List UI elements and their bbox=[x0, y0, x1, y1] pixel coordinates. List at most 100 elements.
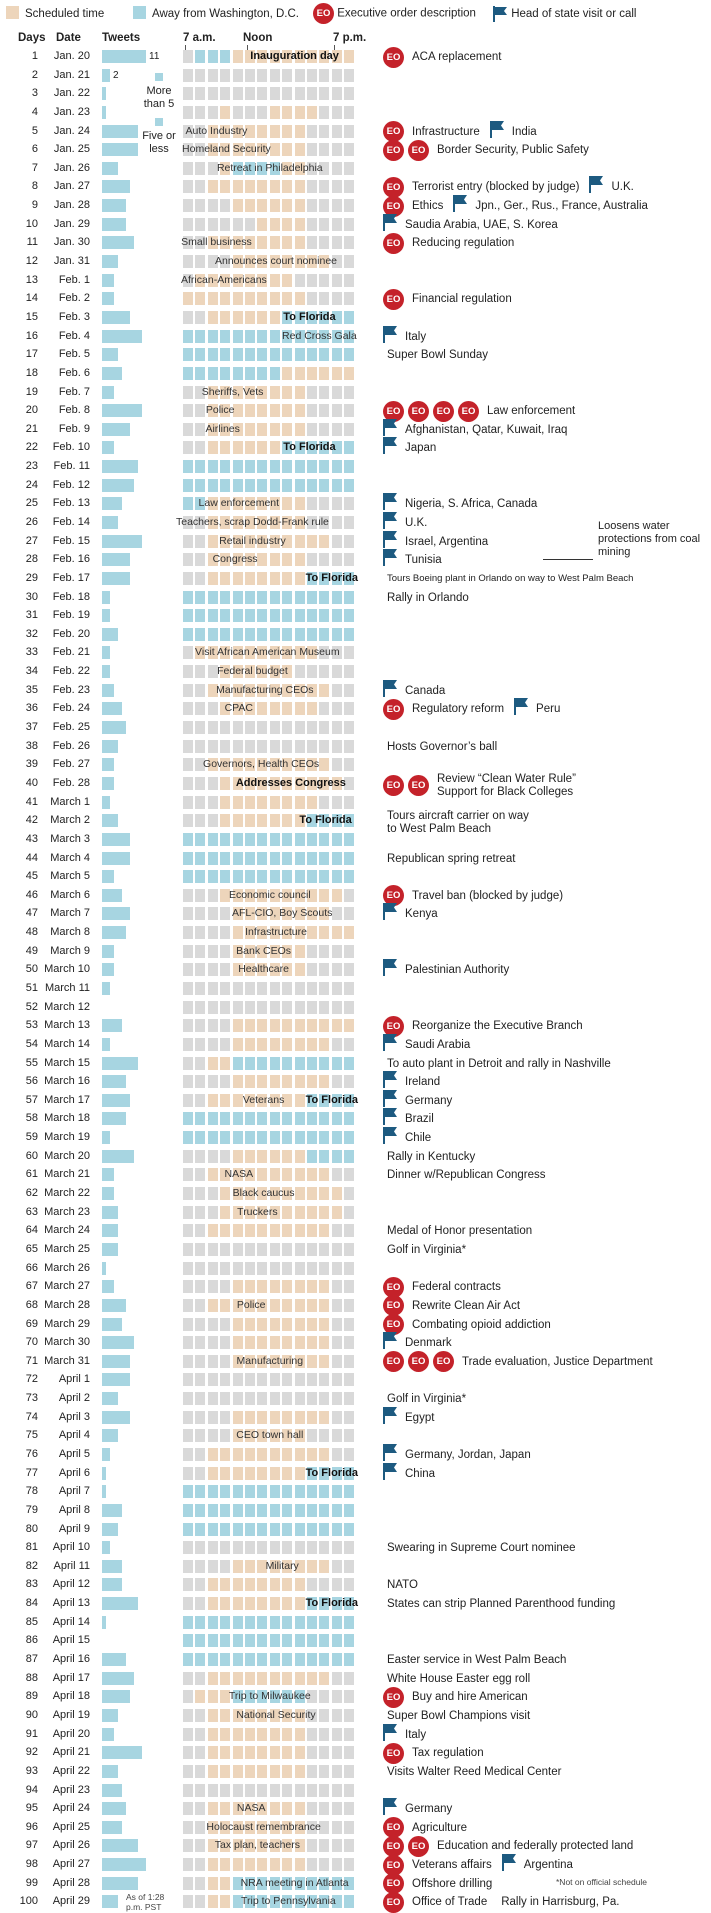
hour-cell bbox=[331, 1149, 342, 1163]
hour-cell bbox=[331, 1242, 342, 1256]
hour-cell bbox=[282, 385, 293, 399]
annotation-text: Golf in Virginia* bbox=[387, 1393, 467, 1406]
hour-cell bbox=[307, 832, 317, 846]
hour-cell bbox=[257, 236, 268, 250]
hour-cell bbox=[183, 105, 193, 119]
hour-cell bbox=[183, 1802, 193, 1816]
hour-cell bbox=[331, 571, 342, 585]
hour-cell bbox=[220, 1093, 231, 1107]
day-number: 100 bbox=[19, 1895, 38, 1908]
hour-cell bbox=[183, 236, 193, 250]
hour-cell bbox=[319, 1112, 330, 1126]
tick-7am bbox=[185, 45, 186, 51]
hour-cell bbox=[183, 460, 193, 474]
hour-cell bbox=[344, 478, 355, 492]
hour-cell bbox=[207, 422, 218, 436]
day-date: Jan. 24 bbox=[53, 124, 90, 137]
hour-cell bbox=[269, 1708, 280, 1722]
hour-cell bbox=[307, 105, 317, 119]
tweet-bar bbox=[102, 329, 142, 343]
annotation: Ireland bbox=[383, 1071, 440, 1093]
hour-cell bbox=[294, 1727, 305, 1741]
hour-cell bbox=[319, 1448, 330, 1461]
hour-cell bbox=[245, 1317, 255, 1331]
hour-cell bbox=[282, 1093, 293, 1107]
hour-cell bbox=[294, 1559, 305, 1573]
hour-cell bbox=[331, 1503, 342, 1517]
hour-cell bbox=[257, 1354, 268, 1368]
day-number: 43 bbox=[25, 832, 38, 845]
hour-cell bbox=[307, 50, 317, 63]
hour-cell bbox=[307, 1634, 317, 1648]
hour-cell bbox=[319, 1205, 330, 1219]
hour-cell bbox=[183, 571, 193, 585]
hour-cell bbox=[220, 1559, 231, 1573]
hour-cell bbox=[195, 926, 206, 940]
annotation-text: Swearing in Supreme Court nominee bbox=[387, 1542, 576, 1555]
hour-cell bbox=[195, 758, 206, 772]
hour-cell bbox=[344, 1522, 355, 1536]
hour-cell bbox=[245, 1131, 255, 1145]
eo-icon: EO bbox=[433, 400, 454, 422]
day-date: March 9 bbox=[50, 944, 90, 957]
day-date: March 15 bbox=[44, 1056, 90, 1069]
day-date: April 23 bbox=[52, 1783, 90, 1796]
day-number: 38 bbox=[25, 739, 38, 752]
annotation: U.K. bbox=[589, 176, 634, 198]
day-date: Feb. 7 bbox=[58, 385, 90, 398]
hour-cell bbox=[207, 1224, 218, 1238]
hour-cell bbox=[344, 1205, 355, 1219]
hour-cell bbox=[319, 255, 330, 269]
hour-cell bbox=[282, 851, 293, 865]
hour-cell bbox=[319, 516, 330, 529]
hour-cell bbox=[269, 1354, 280, 1368]
hour-cell bbox=[344, 87, 355, 101]
hour-cell bbox=[282, 1410, 293, 1424]
hour-cell bbox=[245, 441, 255, 455]
eo-icon: EO bbox=[383, 885, 404, 907]
day-number: 89 bbox=[25, 1690, 38, 1703]
day-number: 21 bbox=[25, 422, 38, 435]
hour-cell bbox=[220, 1205, 231, 1219]
hour-cell bbox=[282, 1541, 293, 1555]
tweet-bar bbox=[102, 1559, 122, 1573]
hour-cell bbox=[220, 161, 231, 175]
hour-cell bbox=[319, 721, 330, 735]
hour-cell bbox=[344, 665, 355, 679]
hour-cell bbox=[269, 832, 280, 846]
header-tweets: Tweets bbox=[102, 32, 141, 44]
schedule-label: To Florida bbox=[305, 1093, 358, 1106]
hour-cell bbox=[195, 497, 206, 511]
hour-cell bbox=[282, 1839, 293, 1853]
day-number: 70 bbox=[25, 1336, 38, 1349]
hour-cell bbox=[207, 1112, 218, 1126]
hour-cell bbox=[294, 1168, 305, 1182]
hour-cell bbox=[294, 702, 305, 716]
hour-cell bbox=[344, 1597, 355, 1611]
hour-cell bbox=[282, 1056, 293, 1070]
hour-cell bbox=[220, 1392, 231, 1406]
hour-cell bbox=[220, 1653, 231, 1667]
hour-cell bbox=[294, 721, 305, 735]
hour-cell bbox=[269, 385, 280, 399]
annotation-text: Rewrite Clean Air Act bbox=[412, 1299, 521, 1312]
hour-cell bbox=[257, 870, 268, 884]
hour-cell bbox=[245, 1056, 255, 1070]
hour-cell bbox=[195, 683, 206, 697]
tweet-bar bbox=[102, 87, 106, 101]
hour-cell bbox=[195, 1000, 206, 1014]
tweet-bar bbox=[102, 553, 130, 567]
day-number: 76 bbox=[25, 1448, 38, 1460]
hour-cell bbox=[269, 702, 280, 716]
hour-cell bbox=[232, 1764, 243, 1778]
day-number: 20 bbox=[25, 404, 38, 417]
hour-cell bbox=[245, 1093, 255, 1107]
day-number: 53 bbox=[25, 1019, 38, 1032]
hour-cell bbox=[344, 907, 355, 921]
annotation-text: Italy bbox=[405, 330, 427, 343]
hour-cell bbox=[232, 1839, 243, 1853]
hour-cell bbox=[344, 702, 355, 716]
hour-cell bbox=[307, 1653, 317, 1667]
hour-cell bbox=[331, 273, 342, 287]
day-date: Feb. 4 bbox=[58, 329, 90, 342]
